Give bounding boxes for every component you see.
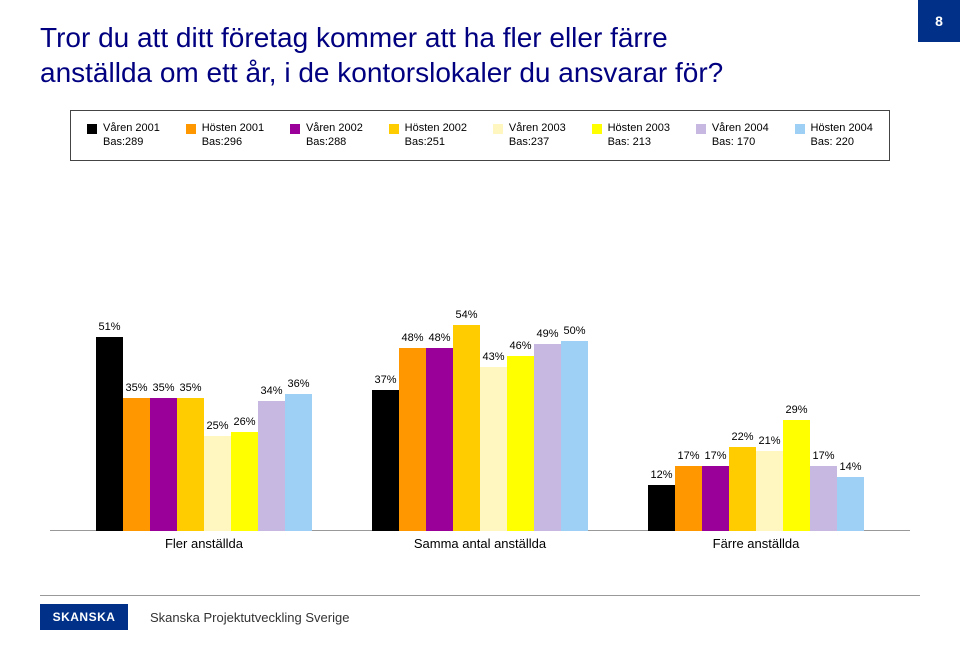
bar: 14% xyxy=(837,477,864,530)
legend-swatch xyxy=(795,124,805,134)
bar-value-label: 51% xyxy=(96,321,123,333)
chart-legend: Våren 2001Bas:289 Hösten 2001Bas:296 Våren… xyxy=(70,110,890,161)
title-line-2: anställda om ett år, i de kontorslokaler… xyxy=(40,57,723,88)
bar: 22% xyxy=(729,447,756,531)
bar-value-label: 35% xyxy=(177,382,204,394)
bar-value-label: 14% xyxy=(837,461,864,473)
legend-text: Våren 2002Bas:288 xyxy=(306,121,363,150)
bar-group: 51%35%35%35%25%26%34%36% xyxy=(96,337,312,531)
bar-value-label: 26% xyxy=(231,416,258,428)
group-label: Färre anställda xyxy=(648,536,864,551)
bar: 21% xyxy=(756,451,783,531)
bar-value-label: 25% xyxy=(204,420,231,432)
bar: 35% xyxy=(177,398,204,531)
bar-value-label: 17% xyxy=(702,450,729,462)
legend-swatch xyxy=(389,124,399,134)
bar: 17% xyxy=(675,466,702,531)
bar-value-label: 29% xyxy=(783,404,810,416)
bar-value-label: 46% xyxy=(507,340,534,352)
bar: 37% xyxy=(372,390,399,531)
bar-value-label: 22% xyxy=(729,431,756,443)
bar: 17% xyxy=(810,466,837,531)
bar: 29% xyxy=(783,420,810,530)
legend-text: Våren 2001Bas:289 xyxy=(103,121,160,150)
legend-swatch xyxy=(696,124,706,134)
bar-value-label: 54% xyxy=(453,309,480,321)
bar-chart: 51%35%35%35%25%26%34%36%Fler anställda37… xyxy=(50,251,910,551)
legend-item: Våren 2001Bas:289 xyxy=(87,121,160,150)
bar-value-label: 21% xyxy=(756,435,783,447)
legend-swatch xyxy=(493,124,503,134)
legend-swatch xyxy=(290,124,300,134)
slide-page: 8 Tror du att ditt företag kommer att ha… xyxy=(0,0,960,660)
bar: 46% xyxy=(507,356,534,531)
legend-item: Våren 2003Bas:237 xyxy=(493,121,566,150)
bar: 48% xyxy=(399,348,426,530)
bar-value-label: 43% xyxy=(480,351,507,363)
bar-value-label: 34% xyxy=(258,385,285,397)
bar: 17% xyxy=(702,466,729,531)
bar: 26% xyxy=(231,432,258,531)
legend-text: Hösten 2001Bas:296 xyxy=(202,121,264,150)
legend-item: Hösten 2001Bas:296 xyxy=(186,121,264,150)
bar: 25% xyxy=(204,436,231,531)
legend-item: Våren 2004Bas: 170 xyxy=(696,121,769,150)
bar: 51% xyxy=(96,337,123,531)
bar: 54% xyxy=(453,325,480,530)
legend-item: Våren 2002Bas:288 xyxy=(290,121,363,150)
bar-value-label: 35% xyxy=(123,382,150,394)
legend-text: Hösten 2003Bas: 213 xyxy=(608,121,670,150)
bar-value-label: 48% xyxy=(426,332,453,344)
legend-item: Hösten 2002Bas:251 xyxy=(389,121,467,150)
bar: 49% xyxy=(534,344,561,530)
bar-group: 12%17%17%22%21%29%17%14% xyxy=(648,420,864,530)
legend-swatch xyxy=(87,124,97,134)
page-number-badge: 8 xyxy=(918,0,960,42)
bar-group: 37%48%48%54%43%46%49%50% xyxy=(372,325,588,530)
bar: 12% xyxy=(648,485,675,531)
bar-value-label: 36% xyxy=(285,378,312,390)
bar: 48% xyxy=(426,348,453,530)
bar: 34% xyxy=(258,401,285,530)
group-label: Fler anställda xyxy=(96,536,312,551)
footer-text: Skanska Projektutveckling Sverige xyxy=(150,610,349,625)
skanska-logo: SKANSKA xyxy=(40,604,128,630)
footer-divider xyxy=(40,595,920,596)
title-line-1: Tror du att ditt företag kommer att ha f… xyxy=(40,22,668,53)
legend-text: Hösten 2002Bas:251 xyxy=(405,121,467,150)
bar: 36% xyxy=(285,394,312,531)
bar: 35% xyxy=(150,398,177,531)
bar-value-label: 17% xyxy=(810,450,837,462)
footer-content: SKANSKA Skanska Projektutveckling Sverig… xyxy=(40,604,920,630)
bar: 43% xyxy=(480,367,507,530)
legend-text: Våren 2004Bas: 170 xyxy=(712,121,769,150)
legend-item: Hösten 2004Bas: 220 xyxy=(795,121,873,150)
legend-text: Hösten 2004Bas: 220 xyxy=(811,121,873,150)
bar-value-label: 17% xyxy=(675,450,702,462)
legend-swatch xyxy=(186,124,196,134)
bar-value-label: 35% xyxy=(150,382,177,394)
bar-value-label: 37% xyxy=(372,374,399,386)
bar: 50% xyxy=(561,341,588,531)
group-label: Samma antal anställda xyxy=(372,536,588,551)
legend-text: Våren 2003Bas:237 xyxy=(509,121,566,150)
bar-value-label: 49% xyxy=(534,328,561,340)
bar-value-label: 50% xyxy=(561,325,588,337)
legend-swatch xyxy=(592,124,602,134)
slide-footer: SKANSKA Skanska Projektutveckling Sverig… xyxy=(40,595,920,630)
bar: 35% xyxy=(123,398,150,531)
slide-title: Tror du att ditt företag kommer att ha f… xyxy=(40,20,790,90)
legend-item: Hösten 2003Bas: 213 xyxy=(592,121,670,150)
bar-value-label: 12% xyxy=(648,469,675,481)
bar-value-label: 48% xyxy=(399,332,426,344)
